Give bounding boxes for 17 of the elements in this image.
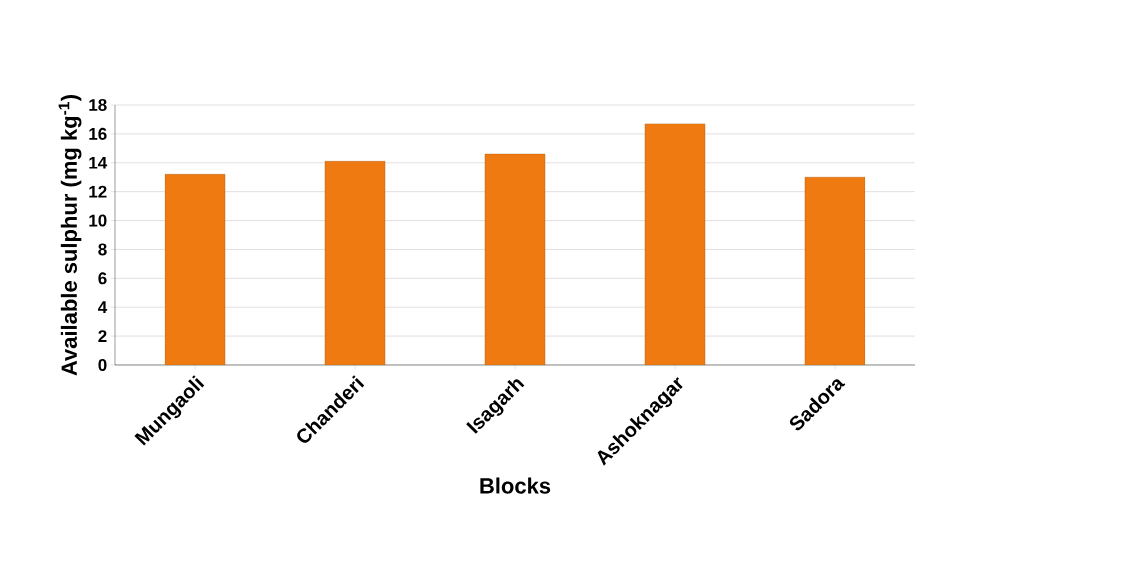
y-tick-label: 12 xyxy=(89,185,107,198)
y-tick-label: 14 xyxy=(89,156,108,169)
y-tick-label: 16 xyxy=(89,127,107,140)
y-axis-title: Available sulphur (mg kg$^{-1}$) xyxy=(58,94,82,376)
bar xyxy=(324,161,386,365)
y-tick-label: 18 xyxy=(89,98,107,112)
bar xyxy=(644,123,706,365)
y-tick-label: 4 xyxy=(98,301,108,314)
bar xyxy=(804,177,866,365)
bar xyxy=(164,174,226,365)
y-tick-label: 8 xyxy=(98,243,107,256)
y-tick-label: 10 xyxy=(89,214,107,227)
y-tick-label: 6 xyxy=(98,272,107,285)
y-tick-label: 0 xyxy=(98,358,107,372)
y-tick-label: 2 xyxy=(98,330,107,343)
x-axis-title: Blocks xyxy=(480,477,551,494)
bar xyxy=(484,153,546,365)
